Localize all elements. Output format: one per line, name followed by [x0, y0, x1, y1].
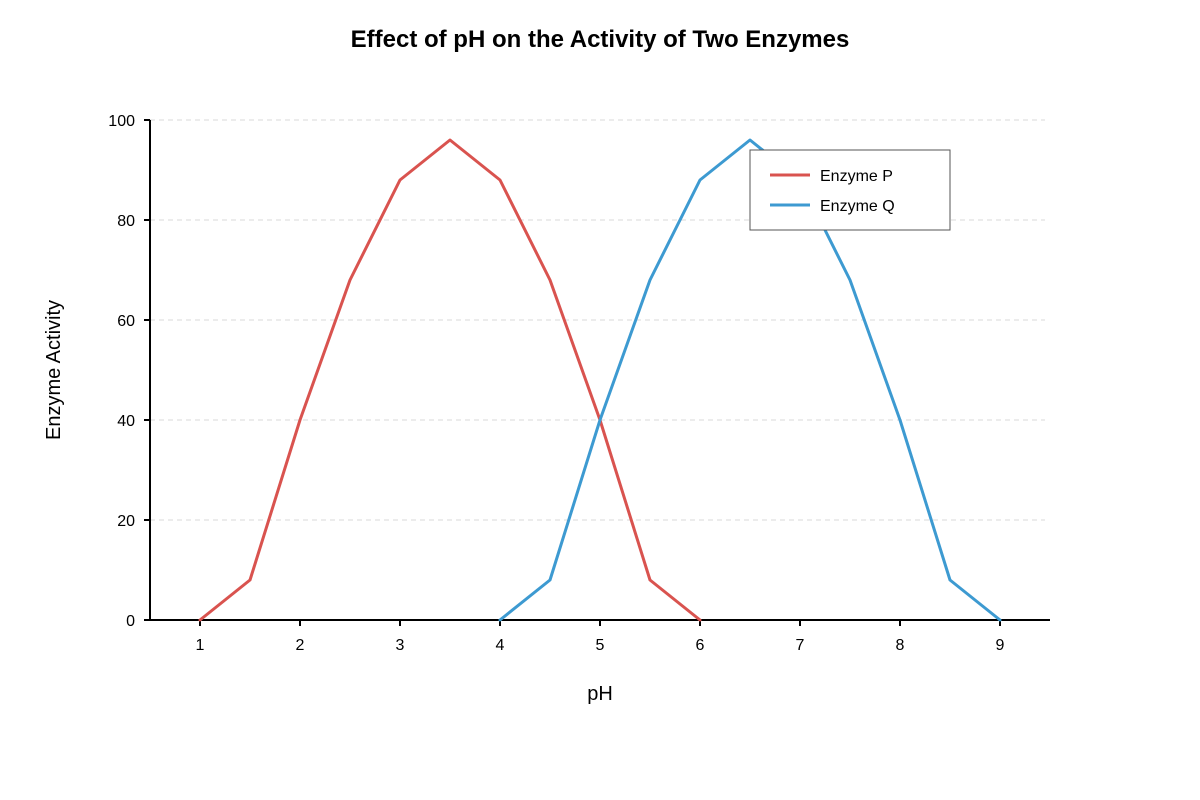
x-tick-label-8: 8	[896, 637, 905, 654]
y-tick-label-60: 60	[117, 313, 135, 330]
x-tick-label-1: 1	[196, 637, 205, 654]
x-tick-label-7: 7	[796, 637, 805, 654]
x-tick-label-3: 3	[396, 637, 405, 654]
series-line-enzyme-q	[498, 138, 1002, 622]
x-tick-label-2: 2	[296, 637, 305, 654]
legend: Enzyme P Enzyme Q	[749, 149, 951, 231]
y-tick-label-40: 40	[117, 413, 135, 430]
y-tick-label-0: 0	[126, 613, 135, 630]
y-axis-title: Enzyme Activity	[43, 300, 65, 440]
series-lines	[198, 138, 1002, 622]
x-tick-label-6: 6	[696, 637, 705, 654]
y-tick-label-20: 20	[117, 513, 135, 530]
axes: 0 20 40 60 80 100 1 2 3 4 5 6 7 8 9	[108, 113, 1050, 654]
y-tick-label-80: 80	[117, 213, 135, 230]
x-axis-title: pH	[587, 683, 613, 705]
chart-title: Effect of pH on the Activity of Two Enzy…	[350, 26, 850, 53]
legend-box	[749, 149, 951, 231]
legend-label-enzyme-q: Enzyme Q	[820, 198, 895, 215]
legend-label-enzyme-p: Enzyme P	[820, 168, 893, 185]
x-tick-label-4: 4	[496, 637, 505, 654]
x-tick-label-9: 9	[996, 637, 1005, 654]
series-line-enzyme-p	[198, 138, 702, 622]
y-tick-label-100: 100	[108, 113, 135, 130]
x-tick-label-5: 5	[596, 637, 605, 654]
